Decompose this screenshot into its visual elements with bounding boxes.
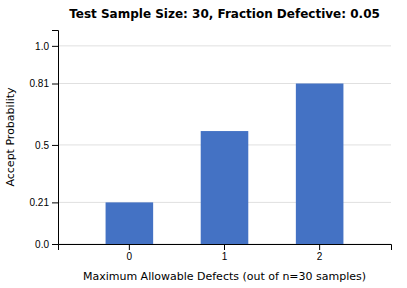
bar [296, 84, 344, 245]
grid [58, 46, 391, 244]
bar [201, 131, 249, 244]
grid-line [58, 45, 391, 46]
x-tick-label: 2 [317, 251, 323, 262]
y-tick-label: 0.0 [35, 239, 49, 250]
y-tick-mark [52, 244, 58, 245]
y-tick: 0.0 [35, 239, 58, 250]
bar [106, 202, 154, 244]
y-tick-label: 0.5 [35, 140, 49, 151]
y-tick: 1.0 [35, 41, 58, 52]
bars [106, 84, 344, 245]
x-tick-mark [319, 244, 320, 250]
y-tick-label: 1.0 [35, 41, 49, 52]
plot-area: 0.0 0.21 0.5 0.81 1.0 0 1 2 [30, 31, 392, 263]
y-axis-title: Accept Probability [4, 87, 17, 187]
y-tick: 0.5 [35, 140, 58, 151]
x-tick-label: 0 [127, 251, 133, 262]
y-axis-line [52, 31, 59, 245]
x-tick-mark [129, 244, 130, 250]
x-tick-mark [224, 244, 225, 250]
x-tick: 2 [317, 244, 323, 262]
x-tick: 0 [127, 244, 133, 262]
y-axis: 0.0 0.21 0.5 0.81 1.0 [30, 31, 59, 250]
x-tick: 1 [222, 244, 228, 262]
y-tick-mark [52, 84, 58, 85]
y-tick-mark [52, 46, 58, 47]
y-tick-mark [52, 202, 58, 203]
x-axis-title: Maximum Allowable Defects (out of n=30 s… [83, 270, 366, 283]
x-axis: 0 1 2 [59, 244, 392, 262]
y-tick-label: 0.21 [30, 197, 50, 208]
x-tick-label: 1 [222, 251, 228, 262]
title: Test Sample Size: 30, Fraction Defective… [69, 7, 380, 21]
chart-container: 0.0 0.21 0.5 0.81 1.0 0 1 2 Test Sample Size: 30… [0, 0, 407, 288]
y-tick: 0.21 [30, 197, 58, 208]
y-tick-mark [52, 145, 58, 146]
chart-svg: 0.0 0.21 0.5 0.81 1.0 0 1 2 Test Sample Size: 30… [0, 0, 407, 288]
y-tick: 0.81 [30, 78, 58, 89]
x-axis-line [59, 245, 392, 251]
y-tick-label: 0.81 [30, 78, 50, 89]
